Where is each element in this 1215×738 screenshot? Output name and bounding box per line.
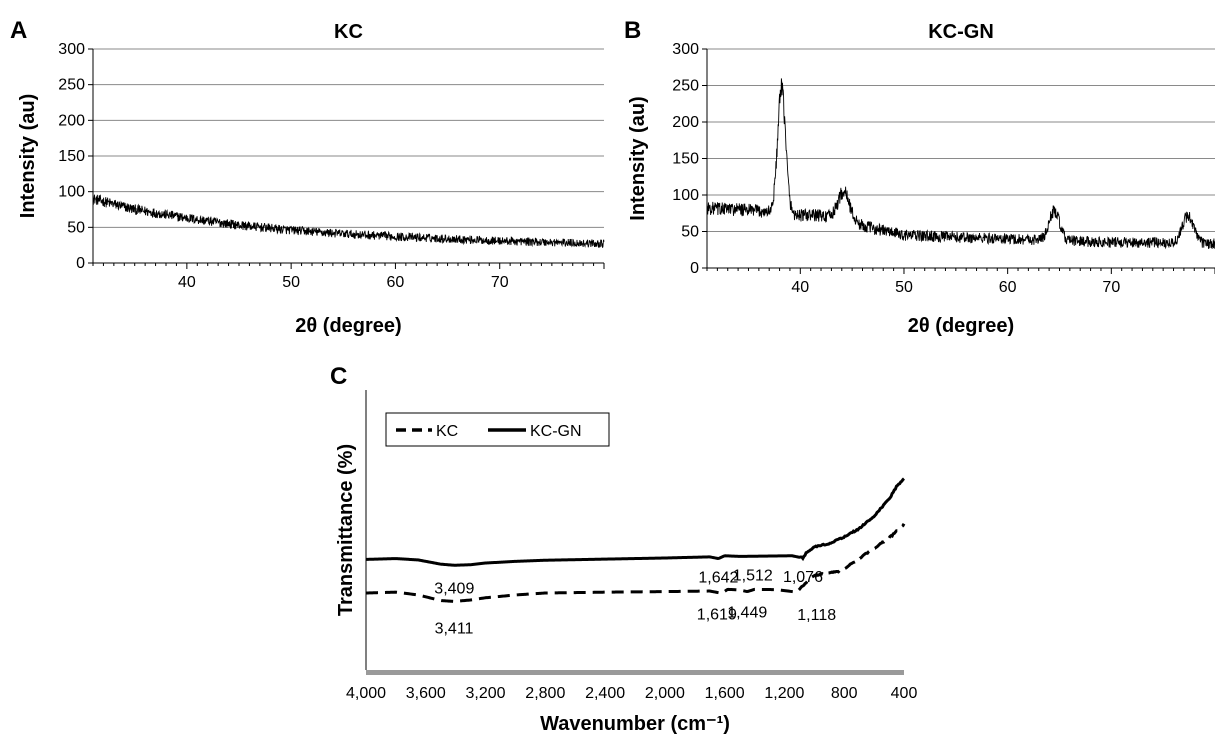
- y-axis-label: Intensity (au): [17, 94, 39, 218]
- x-tick-label: 3,200: [466, 685, 506, 702]
- x-tick-label: 2,000: [645, 685, 685, 702]
- peak-annotation: 1,118: [797, 607, 836, 624]
- y-tick-label: 150: [672, 151, 699, 168]
- x-tick-label: 800: [831, 685, 858, 702]
- peak-annotation: 3,409: [434, 580, 474, 597]
- legend: KC KC-GN: [385, 412, 610, 447]
- y-tick-label: 300: [58, 41, 85, 58]
- panel-c: C 4,000 3,600 3,200 2,800 2,400 2,000 1,600 1,20…: [330, 363, 917, 735]
- x-tick-label: 60: [999, 279, 1017, 296]
- y-tick-label: 250: [58, 77, 85, 94]
- peak-annotation: 1,449: [727, 605, 767, 622]
- y-tick-label: 50: [681, 224, 699, 241]
- y-tick-label: 100: [58, 184, 85, 201]
- x-tick-label: 40: [791, 279, 809, 296]
- y-tick-label: 100: [672, 187, 699, 204]
- x-axis-label: 2θ (degree): [908, 315, 1014, 337]
- x-tick-label: 2,400: [585, 685, 625, 702]
- y-tick-label: 200: [672, 114, 699, 131]
- x-axis-label: 2θ (degree): [295, 315, 401, 337]
- peak-annotation: 1,076: [783, 569, 823, 586]
- y-tick-label: 150: [58, 148, 85, 165]
- x-tick-label: 70: [1102, 279, 1120, 296]
- panel-letter: B: [624, 17, 641, 44]
- ftir-series-kc: [365, 523, 906, 603]
- legend-label-kc-gn: KC-GN: [530, 423, 582, 440]
- peak-annotation: 1,642: [698, 570, 738, 587]
- y-tick-label: 0: [690, 260, 699, 277]
- ftir-series-kc-gn: [365, 477, 905, 567]
- x-tick-label: 50: [895, 279, 913, 296]
- x-tick-label: 400: [891, 685, 918, 702]
- y-axis-label: Intensity (au): [627, 96, 649, 220]
- x-tick-label: 1,200: [764, 685, 804, 702]
- peak-annotation: 1,512: [733, 567, 773, 584]
- peak-annotation: 1,619: [697, 606, 737, 623]
- x-tick-label: 50: [282, 274, 300, 291]
- y-tick-label: 300: [672, 41, 699, 58]
- x-tick-label: 70: [491, 274, 509, 291]
- xrd-series-line: [92, 194, 605, 248]
- chart-title: KC-GN: [928, 21, 994, 43]
- panel-b: B KC-GN 0 50 100 150 200 250 300 40 50 60 70 2θ (degr…: [624, 17, 1215, 337]
- legend-label-kc: KC: [436, 423, 458, 440]
- x-tick-label: 60: [387, 274, 405, 291]
- x-axis: [366, 670, 904, 675]
- y-axis-label: Transmittance (%): [335, 444, 357, 616]
- x-tick-label: 4,000: [346, 685, 386, 702]
- x-tick-label: 1,600: [705, 685, 745, 702]
- panel-a: A KC 0 50 100 150 200 250 300 40 50 60 70 2θ (degree)…: [10, 17, 605, 337]
- panel-letter: A: [10, 17, 27, 44]
- y-tick-label: 0: [76, 255, 85, 272]
- y-tick-label: 200: [58, 112, 85, 129]
- x-tick-label: 3,600: [406, 685, 446, 702]
- chart-title: KC: [334, 21, 363, 43]
- panel-letter: C: [330, 363, 347, 390]
- x-tick-label: 40: [178, 274, 196, 291]
- y-tick-label: 50: [67, 219, 85, 236]
- x-tick-label: 2,800: [525, 685, 565, 702]
- peak-annotation: 3,411: [435, 620, 474, 637]
- xrd-series-line: [706, 78, 1215, 250]
- y-tick-label: 250: [672, 78, 699, 95]
- x-axis-label: Wavenumber (cm⁻¹): [540, 713, 730, 735]
